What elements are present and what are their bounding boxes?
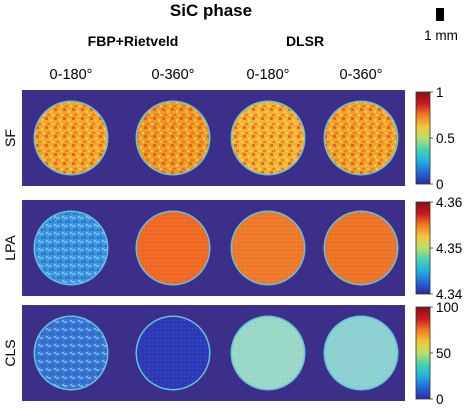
row-label: SF: [2, 129, 18, 147]
colorbar: [415, 91, 431, 185]
column-header: 0-360°: [340, 67, 383, 83]
sample-disc: [323, 210, 399, 286]
row-label: LPA: [2, 235, 18, 261]
colorbar: [415, 306, 431, 400]
colorbar-tick-label: 4.34: [436, 287, 463, 302]
colorbar-tick-label: 0: [436, 177, 444, 192]
sample-disc: [323, 100, 399, 176]
column-header: 0-360°: [152, 67, 195, 83]
colorbar-tick-label: 100: [436, 300, 459, 315]
colorbar-tick-label: 0.5: [436, 131, 455, 146]
row-label: CLS: [2, 339, 18, 366]
colorbar-tick-label: 50: [436, 346, 451, 361]
sample-disc: [135, 210, 211, 286]
panel-row-cls: CLS 100 50 0: [2, 300, 459, 407]
group-header-dlsr: DLSR: [286, 33, 324, 49]
column-header: 0-180°: [50, 67, 93, 83]
sample-disc: [33, 100, 109, 176]
group-header-fbp-rietveld: FBP+Rietveld: [88, 33, 179, 49]
colorbar-tick-label: 4.35: [436, 241, 462, 256]
colorbar: [415, 201, 431, 295]
panel-row-sf: SF 1 0.5 0: [2, 85, 455, 192]
figure-title: SiC phase: [170, 1, 252, 20]
colorbar-tick-label: 0: [436, 392, 444, 407]
colorbar-tick-label: 1: [436, 85, 444, 100]
colorbar-tick-label: 4.36: [436, 195, 462, 210]
sample-disc: [33, 315, 109, 391]
sample-disc: [33, 210, 109, 286]
sample-disc: [135, 100, 211, 176]
scale-bar-label: 1 mm: [424, 28, 458, 43]
column-header: 0-180°: [247, 67, 290, 83]
panel-row-lpa: LPA 4.36 4.35 4.34: [2, 195, 463, 302]
scale-bar: [436, 8, 444, 21]
sample-disc: [230, 210, 306, 286]
sample-disc: [230, 100, 306, 176]
sample-disc: [323, 315, 399, 391]
sample-disc: [230, 315, 306, 391]
sample-disc: [135, 315, 211, 391]
